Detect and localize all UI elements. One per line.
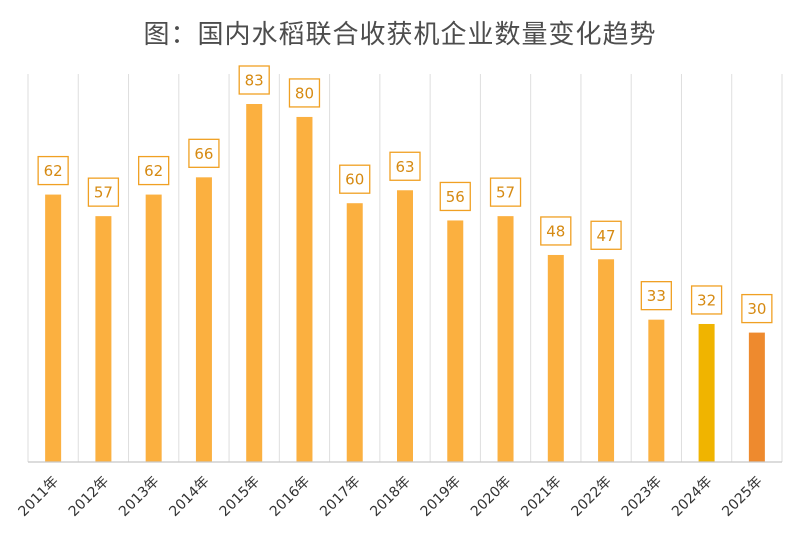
data-label-box bbox=[590, 220, 622, 250]
bar-2016年 bbox=[296, 116, 313, 462]
data-label: 66 bbox=[194, 145, 213, 163]
x-tick-label: 2011年 bbox=[16, 474, 62, 520]
x-tick-label: 2020年 bbox=[468, 474, 514, 520]
x-tick-label: 2021年 bbox=[518, 474, 564, 520]
bar-2014年 bbox=[195, 177, 212, 462]
data-label-box bbox=[439, 181, 471, 212]
bar-2024年 bbox=[698, 323, 715, 462]
x-tick-label: 2025年 bbox=[719, 474, 765, 520]
chart-title: 图：国内水稻联合收获机企业数量变化趋势 bbox=[143, 20, 657, 50]
x-tick-label: 2013年 bbox=[116, 474, 162, 520]
x-tick-label: 2023年 bbox=[619, 474, 665, 520]
data-label-box bbox=[37, 155, 69, 186]
data-label-box bbox=[741, 293, 773, 324]
data-label-box bbox=[540, 216, 572, 246]
data-label-box bbox=[690, 285, 723, 315]
x-tick-label: 2014年 bbox=[166, 474, 212, 520]
data-label-box bbox=[640, 281, 672, 311]
bar-2018年 bbox=[397, 190, 413, 462]
gridlines bbox=[27, 74, 783, 462]
x-tick-label: 2019年 bbox=[418, 474, 464, 520]
x-tick-label: 2015年 bbox=[217, 474, 263, 520]
data-label-box bbox=[288, 78, 321, 108]
x-tick-label: 2022年 bbox=[568, 474, 614, 520]
x-tick-label: 2017年 bbox=[317, 474, 363, 520]
data-label-box bbox=[238, 65, 270, 95]
data-label-box bbox=[138, 155, 170, 186]
bar-2021年 bbox=[547, 254, 564, 462]
data-label: 57 bbox=[94, 184, 113, 202]
data-label: 60 bbox=[345, 171, 364, 189]
x-tick-label: 2024年 bbox=[669, 474, 715, 520]
data-label: 62 bbox=[44, 162, 63, 180]
data-label: 62 bbox=[144, 162, 163, 180]
data-label: 83 bbox=[245, 72, 264, 90]
x-tick-label: 2012年 bbox=[66, 474, 112, 520]
bar-2013年 bbox=[145, 194, 162, 462]
x-tick-label: 2016年 bbox=[267, 474, 313, 520]
bar-2011年 bbox=[45, 194, 62, 462]
data-label: 57 bbox=[496, 184, 515, 202]
bar-2020年 bbox=[497, 216, 514, 462]
data-labels: 62 57 62 66 83 80 60 63 56 57 48 47 33 32 30 bbox=[37, 65, 773, 324]
data-label: 63 bbox=[395, 158, 414, 176]
bar-2023年 bbox=[648, 319, 665, 462]
data-label: 80 bbox=[295, 84, 314, 102]
bar-2012年 bbox=[95, 216, 112, 462]
bar-2017年 bbox=[346, 203, 363, 462]
data-label: 30 bbox=[747, 300, 766, 318]
data-label: 33 bbox=[647, 287, 666, 305]
data-label: 56 bbox=[446, 188, 465, 206]
data-label: 48 bbox=[546, 222, 565, 240]
bar-2015年 bbox=[246, 104, 263, 462]
data-label: 32 bbox=[697, 291, 716, 309]
bar-2019年 bbox=[447, 220, 464, 462]
data-label-box bbox=[489, 177, 522, 207]
bars bbox=[45, 104, 765, 462]
bar-2022年 bbox=[598, 259, 615, 462]
x-tick-label: 2018年 bbox=[367, 474, 413, 520]
data-label: 47 bbox=[597, 227, 616, 245]
data-label-box bbox=[389, 151, 421, 181]
data-label-box bbox=[339, 164, 371, 194]
x-tick-labels: 2011年 2012年 2013年 2014年 2015年 2016年 2017年 2018年… bbox=[16, 474, 766, 520]
data-label-box bbox=[87, 177, 120, 207]
bar-2025年 bbox=[748, 332, 765, 462]
data-label-box bbox=[188, 138, 220, 168]
